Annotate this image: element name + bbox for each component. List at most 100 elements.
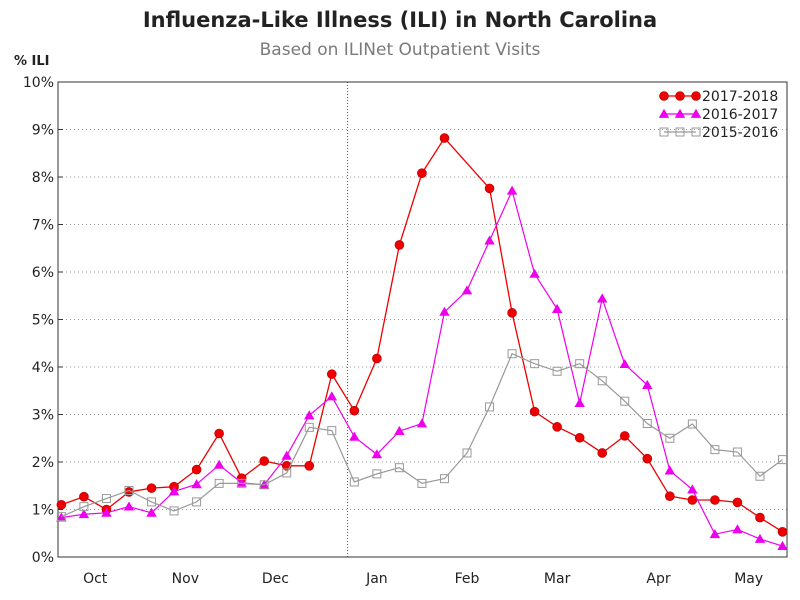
plot-frame: [57, 81, 788, 558]
data-point: [439, 474, 449, 484]
data-point: [642, 453, 653, 464]
data-point: [214, 478, 224, 488]
data-point: [349, 431, 360, 441]
y-tick-label: 3%: [32, 408, 54, 424]
data-point: [237, 478, 247, 488]
data-point: [168, 486, 180, 496]
data-point: [371, 449, 383, 459]
data-point: [687, 419, 697, 429]
series-line: [61, 352, 783, 518]
data-point: [281, 450, 292, 460]
y-tick-label: 1%: [32, 503, 54, 519]
data-point: [552, 422, 562, 432]
data-point: [417, 168, 427, 178]
data-point: [326, 391, 337, 401]
data-point: [417, 478, 427, 488]
data-point: [416, 418, 428, 428]
x-tick-label: Mar: [544, 571, 571, 587]
data-point: [191, 464, 202, 475]
data-point: [349, 405, 360, 416]
x-tick-label: Feb: [455, 571, 480, 587]
legend-marker: [690, 108, 702, 118]
data-point: [394, 240, 405, 250]
legend-marker: [674, 108, 686, 118]
legend-marker: [659, 91, 669, 101]
data-point: [754, 533, 766, 543]
data-point: [732, 497, 743, 508]
y-tick-label: 2%: [32, 455, 54, 471]
x-tick-label: Dec: [262, 571, 289, 587]
data-point: [236, 477, 247, 487]
data-point: [79, 502, 89, 512]
data-point: [687, 495, 698, 505]
y-tick-label: 4%: [32, 360, 54, 376]
legend-marker: [675, 127, 685, 137]
data-point: [642, 379, 653, 389]
data-point: [78, 509, 90, 519]
data-point: [439, 306, 450, 316]
data-point: [755, 512, 765, 523]
y-tick-label: 9%: [32, 123, 54, 139]
x-tick-label: Oct: [83, 571, 108, 587]
data-point: [755, 471, 765, 481]
data-point: [665, 433, 675, 443]
x-tick-label: Jan: [365, 571, 388, 587]
data-point: [327, 426, 337, 436]
data-point: [372, 353, 382, 364]
data-point: [665, 491, 675, 502]
data-point: [574, 432, 585, 443]
chart-subtitle: Based on ILINet Outpatient Visits: [259, 40, 541, 60]
y-axis-label: % ILI: [14, 54, 50, 69]
x-tick-label: Apr: [646, 571, 670, 587]
data-point: [123, 501, 135, 511]
data-point: [732, 524, 743, 534]
data-point: [461, 285, 473, 295]
data-point: [484, 235, 495, 245]
legend-label: 2015-2016: [702, 125, 778, 141]
data-point: [326, 369, 337, 379]
data-point: [462, 448, 472, 458]
data-point: [664, 465, 676, 475]
data-point: [484, 183, 495, 194]
x-tick-label: Nov: [172, 571, 199, 587]
legend-marker: [691, 91, 701, 101]
data-point: [439, 133, 450, 143]
data-point: [213, 459, 225, 469]
data-point: [192, 497, 202, 507]
y-tick-label: 0%: [32, 550, 54, 566]
data-point: [304, 460, 315, 471]
data-point: [56, 499, 67, 510]
data-point: [574, 397, 585, 407]
y-tick-label: 6%: [32, 265, 54, 281]
y-tick-label: 8%: [32, 170, 54, 186]
data-point: [777, 527, 788, 537]
data-point: [146, 507, 157, 517]
data-point: [642, 419, 652, 429]
data-point: [147, 497, 157, 507]
y-tick-label: 7%: [32, 218, 54, 234]
data-point: [304, 410, 315, 420]
data-point: [124, 486, 134, 495]
y-tick-label: 5%: [32, 313, 54, 329]
data-point: [597, 293, 608, 303]
series-line: [61, 189, 783, 547]
data-point: [349, 477, 359, 487]
data-point: [485, 402, 495, 412]
legend-marker: [691, 127, 701, 137]
data-point: [259, 456, 269, 466]
x-tick-label: May: [734, 571, 763, 587]
series-2015-2016: [56, 349, 787, 522]
data-point: [282, 468, 292, 478]
data-point: [620, 396, 630, 406]
data-point: [394, 425, 405, 436]
data-point: [101, 494, 111, 504]
data-point: [304, 422, 314, 432]
data-point: [394, 463, 404, 473]
data-point: [507, 308, 517, 318]
data-point: [506, 185, 518, 195]
legend-marker: [658, 108, 670, 118]
series-line: [61, 136, 783, 533]
data-point: [56, 512, 66, 522]
data-point: [551, 303, 563, 313]
